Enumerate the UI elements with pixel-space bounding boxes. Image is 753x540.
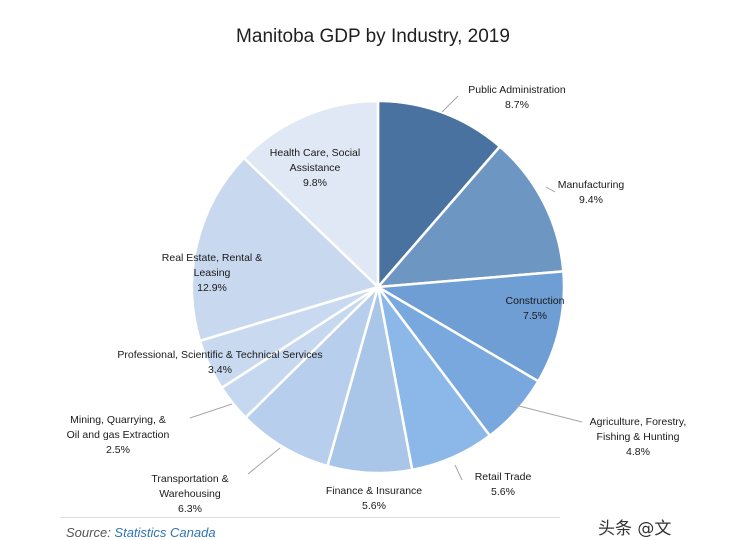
slice-label-9: Real Estate, Rental & Leasing 12.9% xyxy=(162,252,262,294)
slice-value-8: 3.4% xyxy=(208,364,232,376)
pie-slices xyxy=(190,99,566,475)
slice-name-6: Warehousing xyxy=(159,488,221,500)
slice-name-2: Construction xyxy=(506,295,565,307)
pie-slice-1 xyxy=(375,144,565,289)
slice-value-10: 9.8% xyxy=(303,177,327,189)
source-divider xyxy=(60,517,560,518)
slice-label-3: Agriculture, Forestry, Fishing & Hunting 4… xyxy=(590,416,687,458)
slice-name-1: Manufacturing xyxy=(558,179,625,191)
leader-line-0 xyxy=(441,95,459,113)
slice-label-2: Construction 7.5% xyxy=(506,295,565,322)
slice-name-5: Finance & Insurance xyxy=(326,485,422,497)
slice-name-8: Professional, Scientific & Technical Ser… xyxy=(117,349,322,361)
pie-slice-2 xyxy=(373,270,566,384)
pie-slice-9 xyxy=(190,156,381,343)
slice-name-7: Oil and gas Extraction xyxy=(67,429,170,441)
slice-value-9: 12.9% xyxy=(197,282,227,294)
slice-value-3: 4.8% xyxy=(626,446,650,458)
slice-value-0: 8.7% xyxy=(505,99,529,111)
slice-name-6: Transportation & xyxy=(151,473,228,485)
chart-title: Manitoba GDP by Industry, 2019 xyxy=(236,26,510,47)
slice-value-6: 6.3% xyxy=(178,503,202,515)
slice-label-10: Health Care, Social Assistance 9.8% xyxy=(270,147,360,189)
source-link[interactable]: Statistics Canada xyxy=(114,525,216,540)
slice-name-10: Health Care, Social xyxy=(270,147,360,159)
source-note: Source: Statistics Canada xyxy=(66,525,216,540)
slice-name-7: Mining, Quarrying, & xyxy=(70,414,166,426)
slice-name-10: Assistance xyxy=(290,162,341,174)
leader-line-4 xyxy=(454,464,463,481)
slice-label-1: Manufacturing 9.4% xyxy=(558,179,625,206)
slice-name-4: Retail Trade xyxy=(475,471,532,483)
slice-label-4: Retail Trade 5.6% xyxy=(475,471,532,498)
slice-label-7: Mining, Quarrying, & Oil and gas Extracti… xyxy=(67,414,170,456)
leader-line-6 xyxy=(247,447,281,475)
slice-value-4: 5.6% xyxy=(491,486,515,498)
slice-name-3: Fishing & Hunting xyxy=(597,431,680,443)
slice-value-1: 9.4% xyxy=(579,194,603,206)
slice-value-2: 7.5% xyxy=(523,310,547,322)
leader-line-7 xyxy=(189,403,233,419)
pie-slice-0 xyxy=(376,99,502,291)
leader-lines xyxy=(189,95,583,481)
source-prefix: Source: xyxy=(66,525,115,540)
slice-labels: Public Administration 8.7% Manufacturing 9.… xyxy=(67,84,687,515)
slice-label-6: Transportation & Warehousing 6.3% xyxy=(151,473,228,515)
slice-label-5: Finance & Insurance 5.6% xyxy=(326,485,422,512)
leader-line-1 xyxy=(545,186,556,193)
slice-name-9: Leasing xyxy=(194,267,231,279)
slice-name-9: Real Estate, Rental & xyxy=(162,252,262,264)
slice-label-0: Public Administration 8.7% xyxy=(468,84,566,111)
pie-slice-6 xyxy=(243,282,381,468)
slice-label-8: Professional, Scientific & Technical Ser… xyxy=(117,349,322,376)
slice-name-3: Agriculture, Forestry, xyxy=(590,416,687,428)
slice-name-0: Public Administration xyxy=(468,84,566,96)
slice-value-7: 2.5% xyxy=(106,444,130,456)
leader-line-3 xyxy=(514,404,583,423)
pie-slice-10 xyxy=(242,99,380,290)
watermark: 头条 @文 xyxy=(598,519,672,539)
slice-value-5: 5.6% xyxy=(362,500,386,512)
